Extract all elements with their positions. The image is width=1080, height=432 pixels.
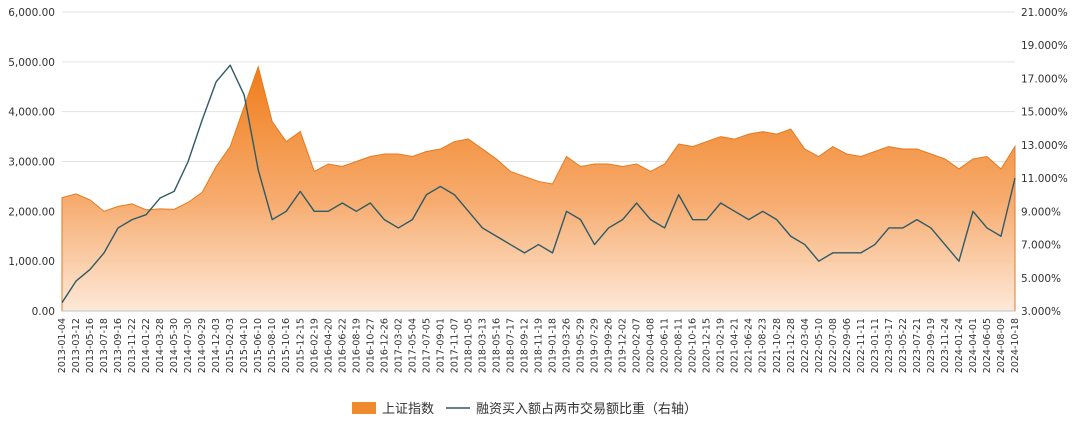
x-tick-label: 2013-07-18 (99, 318, 110, 373)
x-tick-label: 2017-09-01 (435, 318, 446, 373)
right-tick-label: 13.000% (1021, 140, 1068, 152)
x-tick-label: 2023-01-11 (870, 318, 881, 373)
x-tick-label: 2019-09-26 (604, 318, 615, 373)
right-tick-label: 9.000% (1021, 206, 1061, 218)
x-tick-label: 2020-12-15 (702, 318, 713, 373)
left-tick-label: 2,000.00 (8, 206, 55, 218)
x-tick-label: 2014-03-28 (155, 318, 166, 373)
left-tick-label: 0.00 (32, 306, 55, 318)
x-tick-label: 2022-11-11 (856, 318, 867, 373)
x-tick-label: 2021-06-24 (744, 318, 755, 373)
x-tick-label: 2017-07-05 (421, 318, 432, 373)
x-tick-label: 2021-04-21 (730, 318, 741, 373)
right-tick-label: 3.000% (1021, 306, 1061, 318)
left-tick-label: 3,000.00 (8, 157, 55, 169)
x-tick-label: 2016-08-19 (351, 318, 362, 373)
x-tick-label: 2014-07-30 (183, 318, 194, 373)
x-tick-label: 2020-08-11 (674, 318, 685, 373)
x-tick-label: 2023-11-24 (940, 318, 951, 373)
x-tick-label: 2021-02-19 (716, 318, 727, 373)
x-tick-label: 2019-03-26 (562, 318, 573, 373)
x-tick-label: 2023-09-19 (926, 318, 937, 373)
x-tick-label: 2016-04-20 (323, 318, 334, 373)
x-tick-label: 2016-10-27 (365, 318, 376, 373)
x-tick-label: 2020-06-11 (660, 318, 671, 373)
left-tick-label: 6,000.00 (8, 7, 55, 19)
x-tick-label: 2019-05-29 (576, 318, 587, 373)
x-tick-label: 2018-07-17 (505, 318, 516, 373)
x-tick-label: 2016-12-26 (379, 318, 390, 373)
series-line-ratio (61, 64, 1016, 304)
x-tick-label: 2024-08-09 (996, 318, 1007, 373)
x-tick-label: 2023-07-21 (912, 318, 923, 373)
x-tick-label: 2019-01-18 (548, 318, 559, 373)
x-tick-label: 2014-05-30 (169, 318, 180, 373)
x-tick-label: 2017-03-02 (393, 318, 404, 373)
left-tick-label: 4,000.00 (8, 107, 55, 119)
right-tick-label: 11.000% (1021, 173, 1068, 185)
x-tick-label: 2024-10-18 (1010, 318, 1021, 373)
x-tick-label: 2014-01-22 (141, 318, 152, 373)
left-tick-label: 1,000.00 (8, 256, 55, 268)
legend: 上证指数 融资买入额占两市交易额比重（右轴） (352, 401, 697, 417)
right-axis: 3.000% 5.000% 7.000% 9.000% 11.000% 13.000% 15… (1021, 7, 1068, 318)
x-tick-label: 2019-07-29 (590, 318, 601, 373)
x-tick-label: 2017-11-07 (449, 318, 460, 373)
x-tick-label: 2021-08-23 (758, 318, 769, 373)
x-axis: 2013-01-04 2013-03-12 2013-05-16 2013-07-18… (57, 310, 1021, 373)
x-tick-label: 2021-12-28 (786, 318, 797, 373)
series-area-index (61, 65, 1016, 312)
x-tick-label: 2018-03-13 (477, 318, 488, 373)
x-tick-label: 2016-06-22 (337, 318, 348, 373)
x-tick-label: 2020-10-16 (688, 318, 699, 373)
x-tick-label: 2015-12-15 (295, 318, 306, 373)
right-tick-label: 21.000% (1021, 7, 1068, 19)
right-tick-label: 15.000% (1021, 107, 1068, 119)
x-tick-label: 2018-09-12 (519, 318, 530, 373)
x-tick-label: 2013-01-04 (57, 318, 68, 373)
right-tick-label: 19.000% (1021, 40, 1068, 52)
legend-label-ratio: 融资买入额占两市交易额比重（右轴） (476, 401, 697, 417)
x-tick-label: 2022-03-04 (800, 318, 811, 373)
x-tick-label: 2023-05-22 (898, 318, 909, 373)
x-tick-label: 2015-06-10 (253, 318, 264, 373)
x-tick-label: 2019-12-02 (618, 318, 629, 373)
right-tick-label: 5.000% (1021, 273, 1061, 285)
x-tick-label: 2020-04-08 (646, 318, 657, 373)
x-tick-label: 2015-08-10 (267, 318, 278, 373)
x-tick-label: 2024-04-01 (968, 318, 979, 373)
x-tick-label: 2013-09-16 (113, 318, 124, 373)
x-tick-label: 2018-01-05 (463, 318, 474, 373)
area-series-layer (61, 65, 1016, 312)
x-tick-label: 2022-09-06 (842, 318, 853, 373)
x-tick-label: 2024-06-05 (982, 318, 993, 373)
x-tick-label: 2013-03-12 (71, 318, 82, 373)
x-tick-label: 2013-11-22 (127, 318, 138, 373)
left-tick-label: 5,000.00 (8, 57, 55, 69)
x-tick-label: 2022-05-10 (814, 318, 825, 373)
x-tick-label: 2014-09-29 (197, 318, 208, 373)
line-series-layer (61, 64, 1016, 304)
x-tick-label: 2021-10-28 (772, 318, 783, 373)
x-tick-label: 2015-04-10 (239, 318, 250, 373)
x-tick-label: 2013-05-16 (85, 318, 96, 373)
x-tick-label: 2016-02-19 (309, 318, 320, 373)
x-tick-label: 2015-10-16 (281, 318, 292, 373)
x-tick-label: 2017-05-04 (407, 318, 418, 373)
legend-label-index: 上证指数 (382, 402, 434, 417)
x-tick-label: 2024-01-24 (954, 318, 965, 373)
x-tick-label: 2023-03-17 (884, 318, 895, 373)
x-tick-label: 2020-02-07 (632, 318, 643, 373)
x-tick-label: 2014-12-03 (211, 318, 222, 373)
right-tick-label: 7.000% (1021, 240, 1061, 252)
x-tick-label: 2022-07-08 (828, 318, 839, 373)
x-tick-label: 2018-05-16 (491, 318, 502, 373)
legend-swatch-area (352, 402, 376, 414)
x-tick-label: 2018-11-19 (534, 318, 545, 373)
right-tick-label: 17.000% (1021, 73, 1068, 85)
left-axis: 0.00 1,000.00 2,000.00 3,000.00 4,000.00 5,00… (8, 7, 55, 318)
x-tick-label: 2015-02-03 (225, 318, 236, 373)
